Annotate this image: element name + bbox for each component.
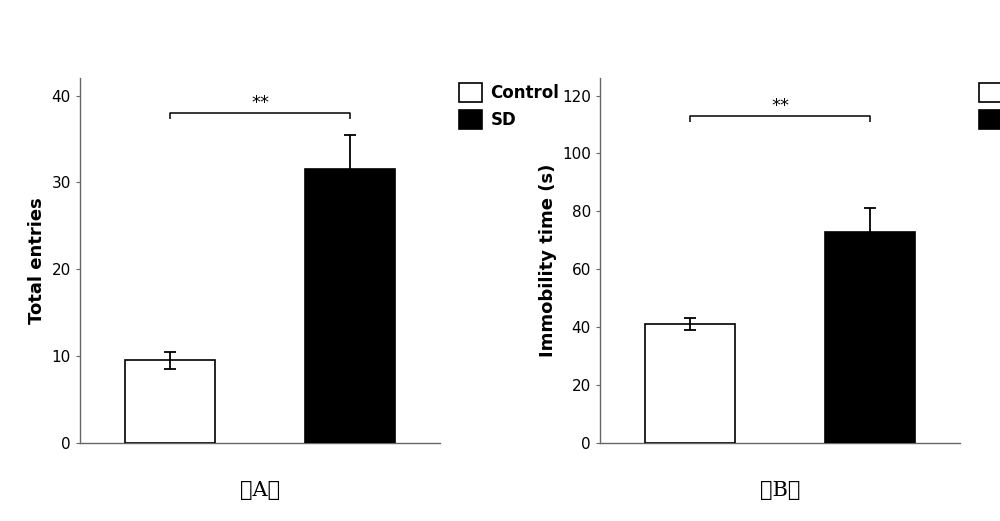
Text: **: ** (771, 97, 789, 115)
Bar (305, 169, 395, 443)
Bar (825, 231, 915, 443)
Y-axis label: Total entries: Total entries (28, 197, 46, 324)
Y-axis label: Immobility time (s): Immobility time (s) (539, 164, 557, 357)
Text: （A）: （A） (240, 481, 280, 500)
Legend: Control, SD: Control, SD (456, 79, 563, 133)
Legend: Control, SD: Control, SD (976, 79, 1000, 133)
Text: （B）: （B） (760, 481, 800, 500)
Bar (125, 361, 215, 443)
Text: **: ** (251, 94, 269, 112)
Bar (645, 324, 735, 443)
